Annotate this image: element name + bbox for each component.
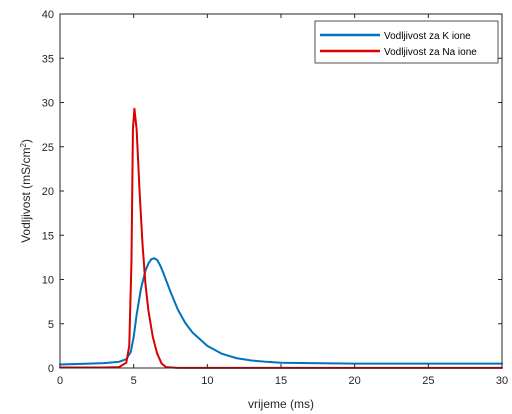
y-tick-label: 15 bbox=[42, 230, 54, 242]
y-tick-label: 5 bbox=[48, 319, 54, 331]
x-tick-label: 15 bbox=[275, 375, 287, 387]
y-tick-label: 10 bbox=[42, 275, 54, 287]
legend: Vodljivost za K ione Vodljivost za Na io… bbox=[314, 20, 499, 64]
y-tick-label: 25 bbox=[42, 142, 54, 154]
x-axis-label: vrijeme (ms) bbox=[248, 397, 314, 411]
x-axis: 0 5 10 15 20 25 30 bbox=[57, 14, 508, 387]
y-tick-label: 35 bbox=[42, 53, 54, 65]
x-tick-label: 20 bbox=[349, 375, 361, 387]
y-axis-label: Vodljivost (mS/cm2) bbox=[19, 139, 34, 243]
legend-box bbox=[314, 20, 499, 64]
y-axis: 0 5 10 15 20 25 30 35 40 bbox=[42, 9, 502, 375]
y-axis-label-main: Vodljivost (mS/cm bbox=[19, 148, 33, 243]
x-tick-label: 25 bbox=[422, 375, 434, 387]
y-tick-label: 40 bbox=[42, 9, 54, 21]
x-tick-label: 30 bbox=[496, 375, 508, 387]
y-tick-label: 20 bbox=[42, 186, 54, 198]
plot-background bbox=[60, 14, 502, 368]
x-tick-label: 10 bbox=[201, 375, 213, 387]
y-axis-label-tail: ) bbox=[19, 139, 33, 143]
legend-label-na: Vodljivost za Na ione bbox=[384, 47, 477, 58]
x-tick-label: 5 bbox=[131, 375, 137, 387]
legend-label-k: Vodljivost za K ione bbox=[384, 31, 471, 42]
series-line-k bbox=[59, 257, 503, 366]
y-tick-label: 0 bbox=[48, 363, 54, 375]
x-tick-label: 0 bbox=[57, 375, 63, 387]
y-tick-label: 30 bbox=[42, 98, 54, 110]
y-axis-label-superscript: 2 bbox=[19, 143, 28, 148]
